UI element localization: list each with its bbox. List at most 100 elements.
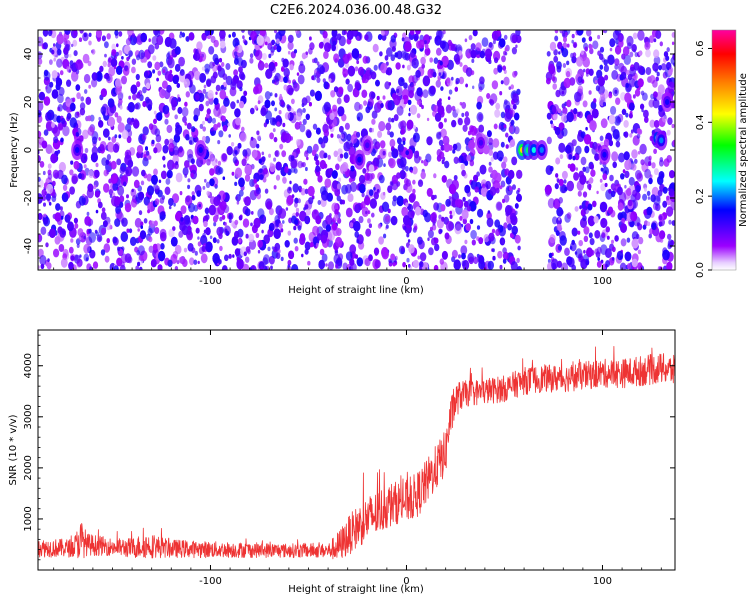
speckle-cell	[370, 91, 376, 99]
speckle-cell	[305, 95, 311, 104]
speckle-cell	[234, 108, 241, 118]
speckle-cell	[249, 53, 254, 59]
speckle-cell	[361, 206, 369, 217]
speckle-cell	[488, 166, 493, 173]
speckle-cell	[464, 116, 471, 126]
speckle-cell	[79, 107, 86, 116]
speckle-cell	[180, 217, 184, 222]
speckle-cell	[217, 160, 222, 166]
speckle-cell	[79, 135, 84, 142]
speckle-cell	[242, 35, 245, 40]
speckle-cell	[231, 171, 235, 176]
speckle-cell	[134, 217, 142, 228]
speckle-cell	[312, 225, 320, 236]
speckle-cell	[475, 42, 482, 51]
speckle-cell	[362, 79, 365, 84]
speckle-cell	[556, 217, 562, 226]
speckle-cell	[43, 202, 46, 207]
speckle-cell	[564, 247, 570, 256]
speckle-cell	[315, 215, 322, 225]
speckle-cell	[78, 37, 83, 42]
speckle-cell	[101, 207, 106, 213]
speckle-cell	[412, 179, 416, 185]
speckle-cell	[142, 126, 149, 136]
speckle-cell	[198, 203, 201, 208]
speckle-cell	[387, 185, 393, 193]
speckle-cell	[593, 98, 597, 103]
speckle-cell	[234, 248, 241, 256]
speckle-cell	[274, 62, 278, 67]
speckle-cell	[479, 76, 485, 85]
speckle-cell	[620, 238, 627, 247]
speckle-cell	[417, 179, 424, 187]
speckle-cell	[386, 47, 393, 57]
speckle-cell	[586, 247, 593, 258]
speckle-cell	[274, 107, 278, 112]
speckle-cell	[73, 217, 78, 224]
speckle-cell	[354, 101, 361, 112]
speckle-cell	[510, 32, 518, 44]
speckle-cell	[474, 186, 479, 193]
speckle-cell	[420, 56, 426, 65]
speckle-cell	[70, 255, 75, 261]
speckle-cell	[290, 107, 294, 113]
speckle-cell	[78, 236, 82, 241]
speckle-cell	[486, 93, 491, 99]
speckle-cell	[502, 65, 507, 71]
speckle-cell	[45, 86, 48, 90]
speckle-cell	[103, 74, 107, 79]
speckle-cell	[401, 246, 405, 252]
speckle-cell	[188, 204, 191, 209]
speckle-cell	[70, 238, 74, 243]
speckle-cell	[552, 216, 558, 225]
speckle-cell	[405, 150, 410, 156]
speckle-cell	[271, 100, 275, 107]
speckle-cell	[264, 91, 271, 100]
speckle-cell	[659, 41, 663, 47]
speckle-cell	[632, 32, 638, 40]
speckle-cell	[466, 52, 471, 59]
speckle-cell	[143, 71, 149, 78]
speckle-cell	[444, 232, 450, 240]
speckle-cell	[66, 66, 70, 71]
speckle-cell	[390, 181, 394, 186]
speckle-cell	[123, 181, 127, 187]
speckle-cell	[564, 31, 568, 36]
speckle-cell	[463, 200, 469, 208]
speckle-cell	[434, 112, 442, 122]
speckle-cell	[127, 256, 133, 264]
speckle-cell	[491, 80, 499, 90]
speckle-cell	[57, 149, 61, 154]
speckle-cell	[63, 47, 69, 55]
speckle-cell	[142, 101, 147, 108]
speckle-cell	[38, 91, 46, 101]
speckle-cell	[600, 118, 608, 129]
speckle-cell	[644, 116, 649, 123]
speckle-cell	[459, 215, 463, 221]
speckle-cell	[160, 243, 165, 250]
speckle-cell	[566, 43, 570, 48]
speckle-cell	[255, 187, 261, 195]
speckle-cell	[561, 127, 568, 137]
speckle-cell	[654, 168, 659, 176]
speckle-cell	[569, 163, 576, 172]
speckle-cell	[178, 230, 184, 238]
speckle-cell	[405, 165, 409, 172]
speckle-cell	[470, 70, 475, 76]
speckle-cell	[156, 77, 159, 82]
speckle-cell	[552, 113, 558, 121]
speckle-cell	[666, 47, 670, 53]
speckle-cell	[495, 228, 501, 237]
speckle-cell	[439, 98, 442, 103]
speckle-cell	[305, 208, 311, 216]
speckle-cell	[546, 112, 552, 120]
speckle-cell	[134, 103, 139, 110]
speckle-cell	[377, 130, 383, 138]
speckle-cell	[671, 32, 675, 38]
speckle-cell	[599, 135, 604, 142]
speckle-cell	[92, 261, 99, 269]
speckle-cell	[293, 237, 298, 244]
speckle-cell	[414, 225, 418, 231]
speckle-cell	[503, 34, 508, 40]
speckle-cell	[631, 149, 638, 159]
